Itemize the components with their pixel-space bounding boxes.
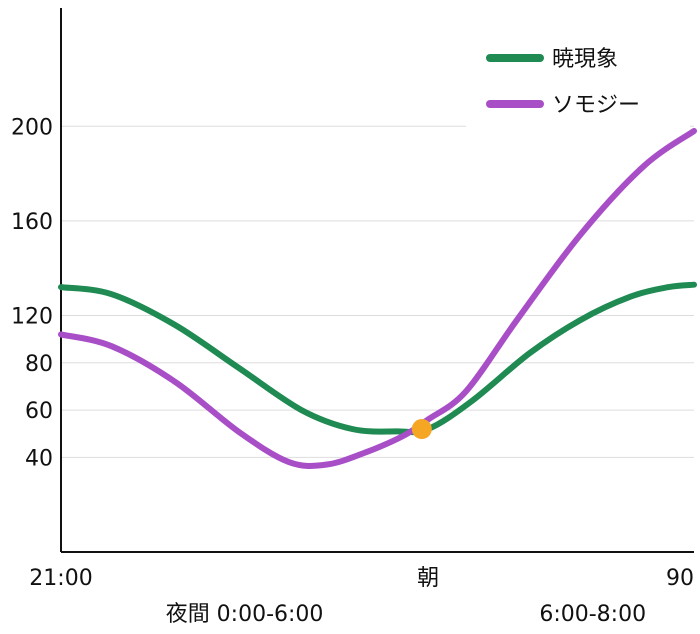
legend-label: 暁現象	[552, 47, 618, 72]
x-tick-label: 90	[666, 566, 694, 591]
x-tick-label: 21:00	[29, 566, 92, 591]
y-tick-label: 60	[25, 399, 53, 424]
y-tick-label: 80	[25, 352, 53, 377]
legend-background	[466, 34, 690, 130]
markers	[411, 419, 432, 440]
gridlines	[61, 125, 694, 458]
y-tick-labels: 40 60 80 120 160 200	[11, 115, 53, 471]
y-tick-label: 40	[25, 446, 53, 471]
x-sub-labels: 夜間 0:00-6:00 6:00-8:00	[166, 602, 646, 627]
y-tick-label: 160	[11, 210, 53, 235]
series-lines	[58, 128, 697, 469]
x-tick-labels: 21:00 朝 90	[29, 566, 694, 591]
x-sub-label: 6:00-8:00	[539, 602, 646, 627]
y-tick-label: 120	[11, 304, 53, 329]
series-line-2	[58, 128, 697, 469]
x-sub-label: 夜間 0:00-6:00	[166, 602, 324, 627]
intersection-marker	[411, 419, 432, 440]
x-tick-label: 朝	[417, 566, 439, 591]
legend-label: ソモジー	[552, 93, 640, 118]
y-tick-label: 200	[11, 115, 53, 140]
